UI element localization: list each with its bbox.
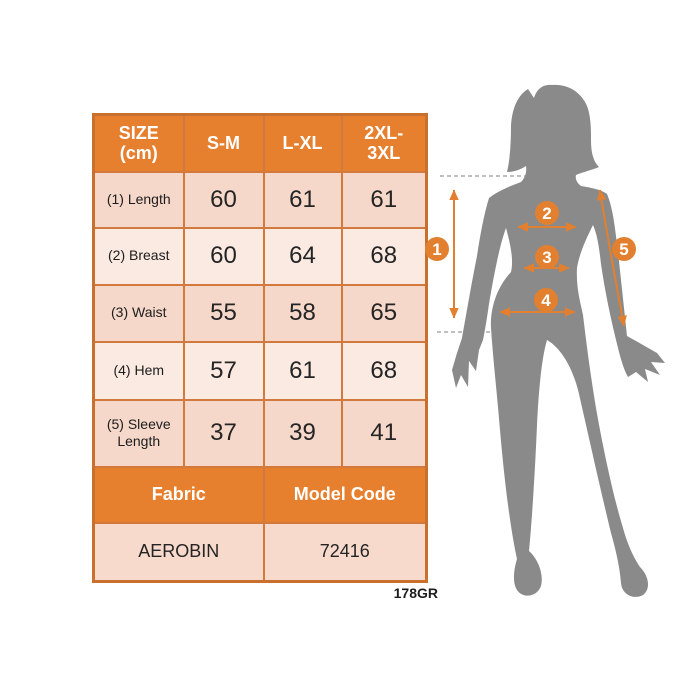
value-breast-2xl3xl: 68 — [340, 226, 428, 286]
marker-circle-3 — [535, 245, 559, 269]
value-length-2xl3xl: 61 — [340, 170, 428, 229]
value-length-sm: 60 — [182, 170, 265, 229]
size-chart-table: SIZE (cm) S-M L-XL 2XL- 3XL (1) Length 6… — [92, 113, 428, 583]
marker-circle-1 — [425, 237, 449, 261]
marker-number-3: 3 — [542, 248, 551, 267]
marker-circle-4 — [534, 288, 558, 312]
column-header-2xl3xl: 2XL- 3XL — [340, 113, 428, 173]
column-header-sm: S-M — [182, 113, 265, 173]
value-waist-sm: 55 — [182, 283, 265, 343]
value-sleeve-sm: 37 — [182, 398, 265, 468]
value-breast-lxl: 64 — [262, 226, 343, 286]
marker-number-1: 1 — [432, 240, 441, 259]
marker-circle-5 — [612, 237, 636, 261]
table-row-length: (1) Length 60 61 61 — [92, 170, 428, 229]
marker-number-2: 2 — [542, 204, 551, 223]
value-breast-sm: 60 — [182, 226, 265, 286]
table-row-hem: (4) Hem 57 61 68 — [92, 340, 428, 401]
fabric-header-cell: Fabric — [92, 465, 265, 524]
marker-number-5: 5 — [619, 240, 628, 259]
table-footer-value-row: AEROBIN 72416 — [92, 521, 428, 583]
table-footer-header-row: Fabric Model Code — [92, 465, 428, 524]
size-header-cell: SIZE (cm) — [92, 113, 185, 173]
row-label-sleeve: (5) Sleeve Length — [92, 398, 185, 468]
row-label-hem: (4) Hem — [92, 340, 185, 401]
sleeve-arrow — [596, 189, 627, 327]
value-waist-2xl3xl: 65 — [340, 283, 428, 343]
table-row-breast: (2) Breast 60 64 68 — [92, 226, 428, 286]
row-label-breast: (2) Breast — [92, 226, 185, 286]
measurement-figure: 1 2 3 4 5 — [425, 84, 665, 597]
fabric-value-cell: AEROBIN — [92, 521, 265, 583]
model-code-value-cell: 72416 — [262, 521, 428, 583]
woman-silhouette — [452, 84, 665, 597]
table-header-row: SIZE (cm) S-M L-XL 2XL- 3XL — [92, 113, 428, 173]
column-header-lxl: L-XL — [262, 113, 343, 173]
weight-note: 178GR — [393, 585, 438, 601]
value-sleeve-2xl3xl: 41 — [340, 398, 428, 468]
marker-circle-2 — [535, 201, 559, 225]
model-code-header-cell: Model Code — [262, 465, 428, 524]
value-waist-lxl: 58 — [262, 283, 343, 343]
value-hem-sm: 57 — [182, 340, 265, 401]
marker-number-4: 4 — [541, 291, 551, 310]
table-row-sleeve: (5) Sleeve Length 37 39 41 — [92, 398, 428, 468]
row-label-waist: (3) Waist — [92, 283, 185, 343]
value-length-lxl: 61 — [262, 170, 343, 229]
value-hem-2xl3xl: 68 — [340, 340, 428, 401]
value-hem-lxl: 61 — [262, 340, 343, 401]
value-sleeve-lxl: 39 — [262, 398, 343, 468]
table-row-waist: (3) Waist 55 58 65 — [92, 283, 428, 343]
row-label-length: (1) Length — [92, 170, 185, 229]
